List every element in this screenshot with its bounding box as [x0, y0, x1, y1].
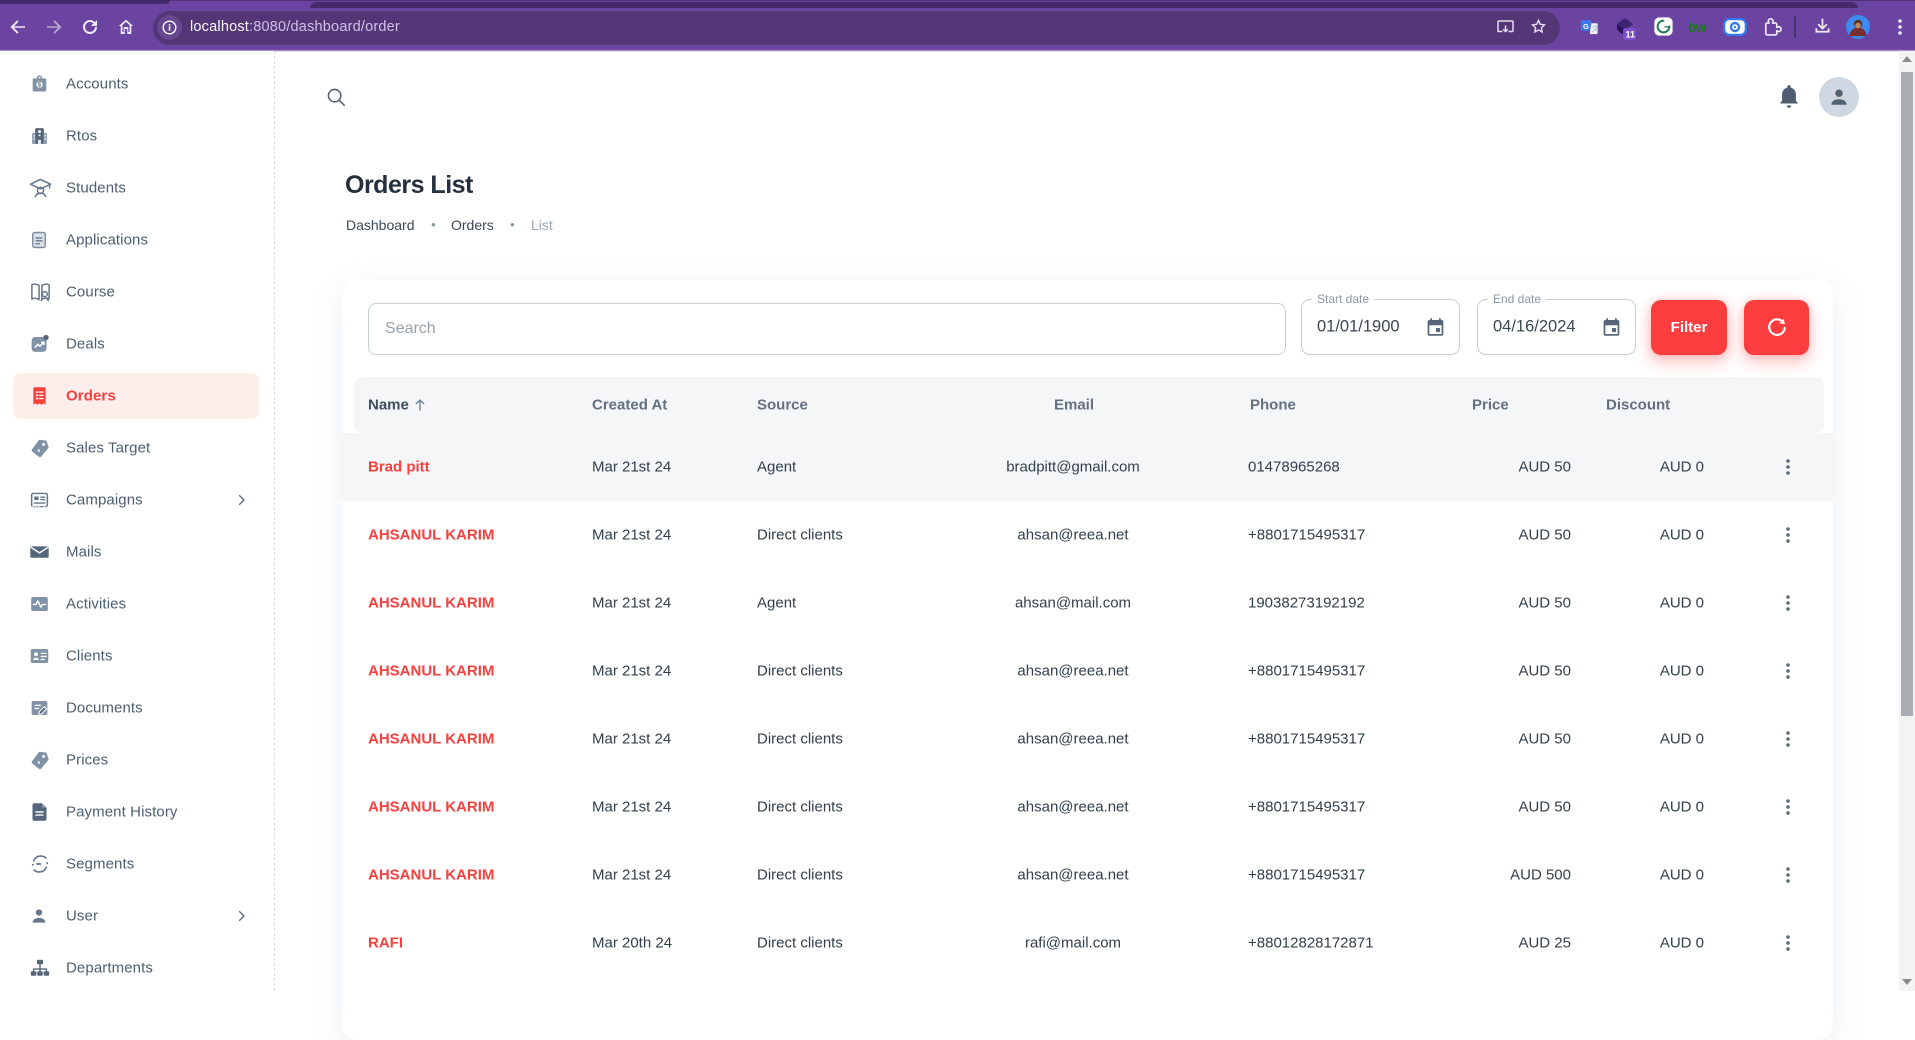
svg-text:文: 文 — [1592, 24, 1598, 33]
svg-text:11: 11 — [1626, 30, 1636, 40]
svg-text:s: s — [37, 760, 40, 766]
svg-text:s: s — [37, 448, 40, 454]
svg-text:G: G — [1583, 22, 1589, 31]
svg-text:$: $ — [38, 82, 42, 89]
